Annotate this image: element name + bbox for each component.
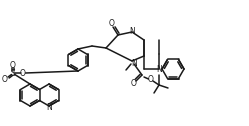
Text: O: O (131, 80, 137, 88)
Text: O: O (148, 75, 154, 85)
Text: N: N (131, 58, 137, 68)
Text: N: N (156, 65, 162, 73)
Text: O: O (109, 19, 115, 27)
Text: N: N (46, 103, 52, 113)
Text: O: O (10, 60, 16, 70)
Text: S: S (11, 69, 15, 77)
Text: O: O (2, 74, 8, 84)
Text: O: O (20, 69, 26, 77)
Text: N: N (129, 26, 135, 36)
